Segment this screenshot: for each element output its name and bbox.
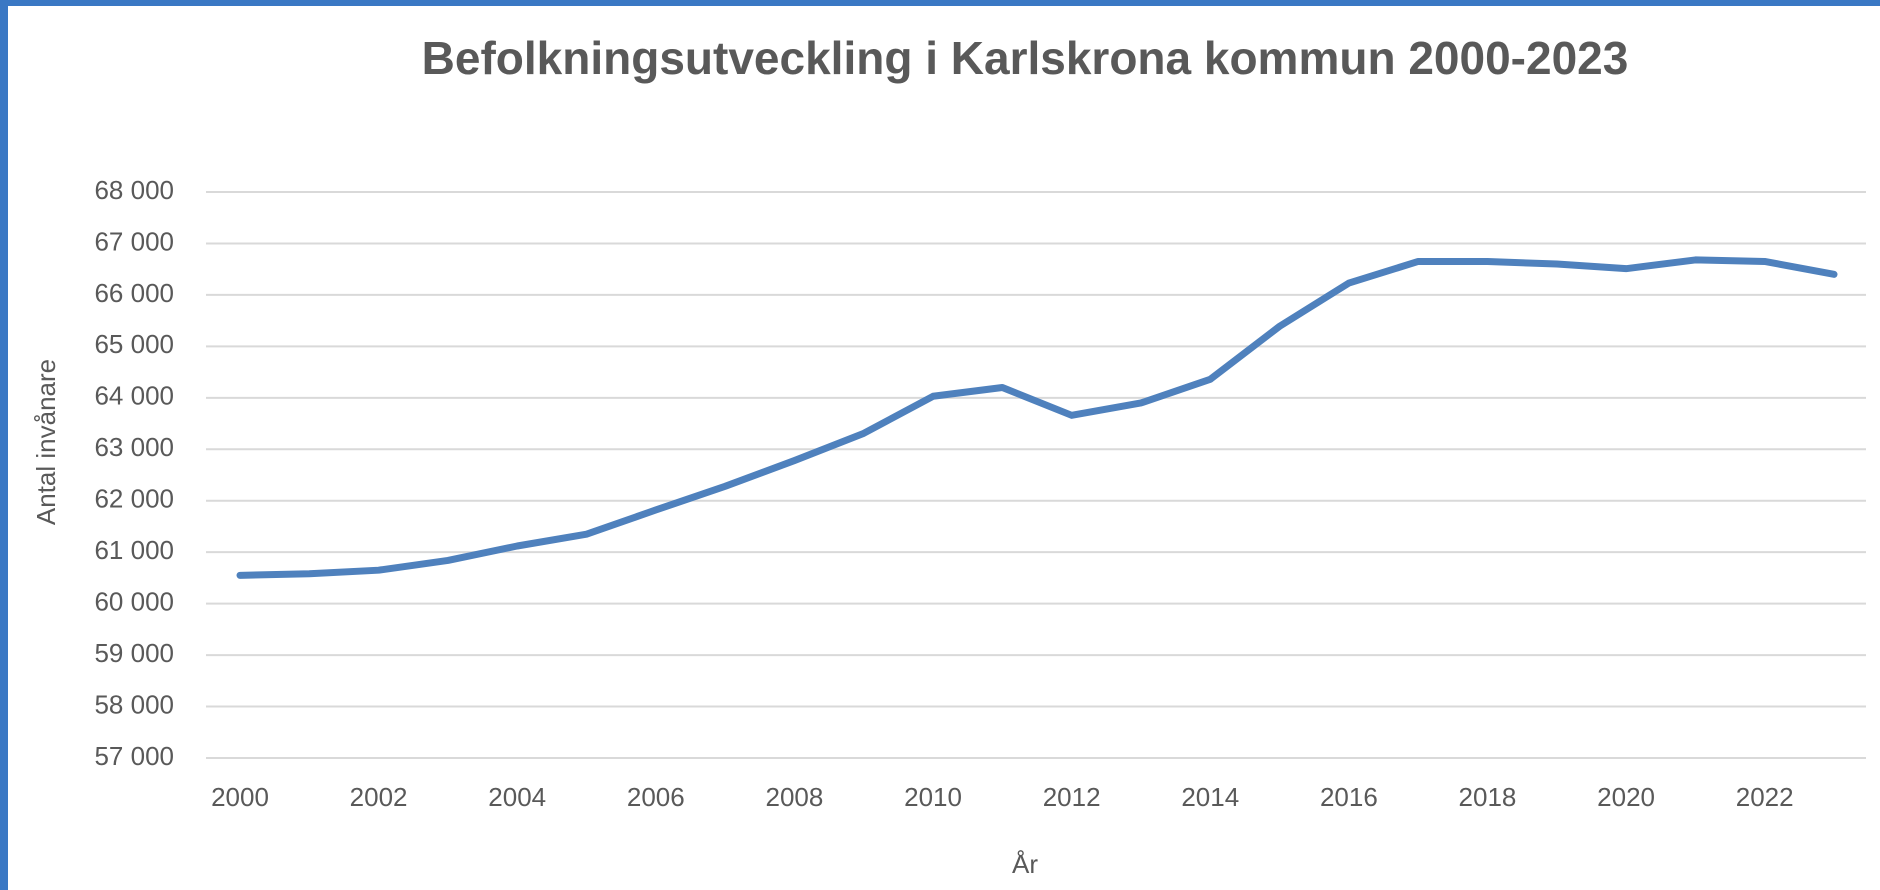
- x-tick-label: 2000: [211, 782, 269, 812]
- y-tick-label: 64 000: [94, 381, 174, 411]
- x-tick-label: 2014: [1181, 782, 1239, 812]
- y-tick-label: 67 000: [94, 226, 174, 256]
- x-tick-label: 2004: [488, 782, 546, 812]
- data-line: [240, 260, 1834, 575]
- y-tick-label: 62 000: [94, 484, 174, 514]
- x-tick-label: 2016: [1320, 782, 1378, 812]
- x-tick-label: 2020: [1597, 782, 1655, 812]
- y-tick-label: 60 000: [94, 587, 174, 617]
- y-tick-label: 57 000: [94, 741, 174, 771]
- y-axis-title: Antal invånare: [31, 359, 61, 525]
- x-tick-label: 2002: [350, 782, 408, 812]
- y-tick-label: 58 000: [94, 689, 174, 719]
- y-tick-label: 63 000: [94, 432, 174, 462]
- x-tick-label: 2006: [627, 782, 685, 812]
- x-tick-label: 2018: [1459, 782, 1517, 812]
- x-tick-label: 2012: [1043, 782, 1101, 812]
- x-tick-label: 2010: [904, 782, 962, 812]
- y-tick-label: 61 000: [94, 535, 174, 565]
- y-tick-label: 68 000: [94, 175, 174, 205]
- y-tick-label: 66 000: [94, 278, 174, 308]
- chart-title: Befolkningsutveckling i Karlskrona kommu…: [422, 32, 1629, 84]
- page: {"chart_data": {"type": "line", "title":…: [0, 0, 1880, 890]
- x-axis-title: År: [1012, 849, 1038, 879]
- y-tick-label: 59 000: [94, 638, 174, 668]
- y-tick-label: 65 000: [94, 329, 174, 359]
- left-border: [0, 0, 8, 890]
- top-border: [0, 0, 1880, 6]
- x-tick-label: 2022: [1736, 782, 1794, 812]
- x-tick-label: 2008: [766, 782, 824, 812]
- chart: Befolkningsutveckling i Karlskrona kommu…: [0, 0, 1880, 890]
